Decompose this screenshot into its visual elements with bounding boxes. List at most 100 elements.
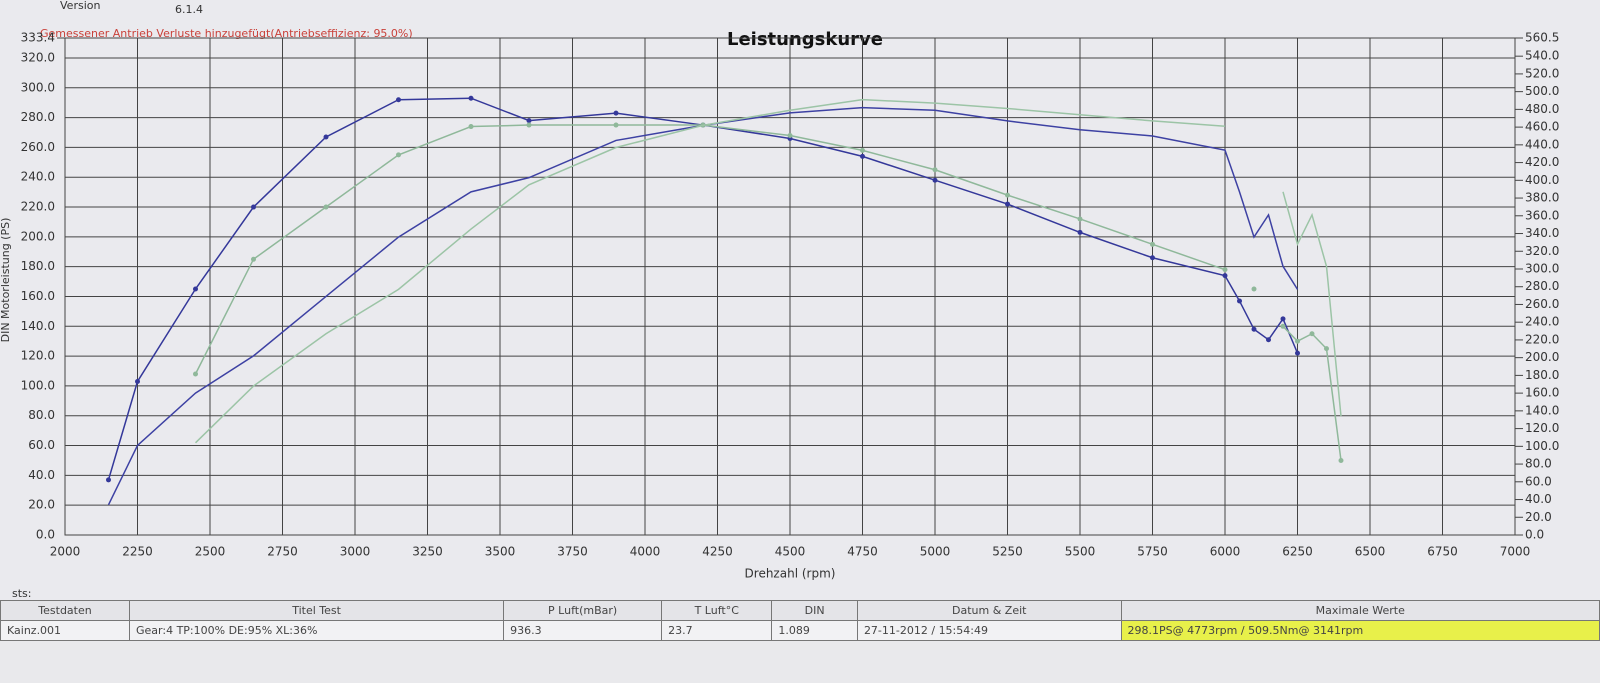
subtitle: Gemessener Antrieb Verluste hinzugefügt(… <box>40 27 413 40</box>
point-marker <box>1295 350 1300 356</box>
y2-tick-label: 520.0 <box>1525 66 1559 80</box>
y2-tick-label: 320.0 <box>1525 244 1559 258</box>
point-marker <box>1324 346 1329 352</box>
point-marker <box>613 122 619 128</box>
point-marker <box>251 204 256 210</box>
y2-tick-label: 140.0 <box>1525 403 1559 417</box>
x-tick-label: 3000 <box>340 545 371 559</box>
point-marker <box>193 286 198 292</box>
table-cell: 23.7 <box>661 620 773 641</box>
point-marker <box>193 371 198 377</box>
point-marker <box>1077 229 1083 235</box>
table-header: Titel Test <box>128 600 505 621</box>
y-tick-label: 220.0 <box>21 200 55 214</box>
point-marker <box>1251 326 1257 332</box>
x-tick-label: 5500 <box>1065 545 1096 559</box>
x-tick-label: 4750 <box>847 545 878 559</box>
x-tick-label: 2750 <box>267 545 298 559</box>
table-row: Kainz.001 Gear:4 TP:100% DE:95% XL:36% 936… <box>0 620 1600 641</box>
y2-tick-label: 560.5 <box>1525 31 1559 45</box>
table-header: DIN <box>771 600 858 621</box>
y2-tick-label: 480.0 <box>1525 102 1559 116</box>
y-tick-label: 0.0 <box>36 528 55 542</box>
x-tick-label: 5000 <box>920 545 951 559</box>
y2-tick-label: 100.0 <box>1525 439 1559 453</box>
point-marker <box>1309 331 1315 337</box>
test-table: Testdaten Titel Test P Luft(mBar) T Luft°C D… <box>0 600 1600 641</box>
point-marker <box>1295 338 1300 344</box>
chart-title: Leistungskurve <box>727 29 883 50</box>
point-marker <box>1237 298 1242 304</box>
y2-tick-label: 340.0 <box>1525 226 1559 240</box>
x-tick-label: 2000 <box>50 545 81 559</box>
point-marker <box>1005 201 1010 207</box>
y2-tick-label: 240.0 <box>1525 315 1559 329</box>
point-marker <box>860 147 865 153</box>
y2-tick-label: 200.0 <box>1525 350 1559 364</box>
x-tick-label: 3250 <box>412 545 443 559</box>
y2-tick-label: 40.0 <box>1525 492 1552 506</box>
y-tick-label: 60.0 <box>28 438 55 452</box>
y-tick-label: 320.0 <box>21 50 55 64</box>
point-marker <box>1280 316 1286 322</box>
y2-tick-label: 400.0 <box>1525 173 1559 187</box>
version-label: Version <box>60 0 100 12</box>
point-marker <box>1338 457 1344 463</box>
y-tick-label: 20.0 <box>28 498 55 512</box>
x-tick-label: 2500 <box>195 545 226 559</box>
x-tick-label: 5750 <box>1137 545 1168 559</box>
point-marker <box>932 167 938 173</box>
y-axis-label: DIN Motorleistung (PS) <box>0 218 12 343</box>
y-tick-label: 160.0 <box>21 289 55 303</box>
header-row: Testdaten Titel Test P Luft(mBar) T Luft°C D… <box>0 600 1600 621</box>
y2-tick-label: 300.0 <box>1525 261 1559 275</box>
x-tick-label: 5250 <box>992 545 1023 559</box>
y-tick-label: 240.0 <box>21 170 55 184</box>
point-marker <box>106 477 111 483</box>
version: 6.1.4 <box>175 3 203 16</box>
point-marker <box>613 110 619 116</box>
y-tick-label: 300.0 <box>21 80 55 94</box>
y2-tick-label: 120.0 <box>1525 421 1559 435</box>
point-marker <box>787 132 793 138</box>
point-marker <box>323 134 329 140</box>
x-tick-label: 3500 <box>485 545 516 559</box>
series-line <box>107 106 1299 506</box>
y-tick-label: 140.0 <box>21 319 55 333</box>
x-tick-label: 2250 <box>122 545 153 559</box>
y2-tick-label: 20.0 <box>1525 510 1552 524</box>
x-tick-label: 6250 <box>1282 545 1313 559</box>
y2-tick-label: 420.0 <box>1525 155 1559 169</box>
y2-tick-label: 260.0 <box>1525 297 1559 311</box>
point-marker <box>1222 267 1228 273</box>
table-header: Maximale Werte <box>1120 600 1600 621</box>
x-tick-label: 4500 <box>775 545 806 559</box>
y2-tick-label: 220.0 <box>1525 332 1559 346</box>
point-marker <box>396 97 401 103</box>
point-marker <box>323 204 329 210</box>
table-header: Datum & Zeit <box>856 600 1122 621</box>
y2-tick-label: 180.0 <box>1525 368 1559 382</box>
y2-tick-label: 460.0 <box>1525 120 1559 134</box>
point-marker <box>1251 286 1257 292</box>
y-tick-label: 200.0 <box>21 229 55 243</box>
table-cell: 1.089 <box>771 620 858 641</box>
point-marker <box>860 153 865 159</box>
x-axis-label: Drehzahl (rpm) <box>745 567 836 581</box>
point-marker <box>135 378 140 384</box>
y-tick-label: 100.0 <box>21 378 55 392</box>
y2-tick-label: 500.0 <box>1525 84 1559 98</box>
y2-tick-label: 80.0 <box>1525 457 1552 471</box>
table-label: sts: <box>12 587 31 600</box>
y2-tick-label: 540.0 <box>1525 49 1559 63</box>
y2-tick-label: 160.0 <box>1525 386 1559 400</box>
y-tick-label: 333.4 <box>21 31 55 45</box>
y-tick-label: 80.0 <box>28 408 55 422</box>
y2-tick-label: 440.0 <box>1525 137 1559 151</box>
plot-frame <box>64 37 1516 536</box>
y-tick-label: 120.0 <box>21 349 55 363</box>
series-line <box>194 98 1342 444</box>
point-marker <box>1077 216 1083 222</box>
table-header: P Luft(mBar) <box>503 600 663 621</box>
